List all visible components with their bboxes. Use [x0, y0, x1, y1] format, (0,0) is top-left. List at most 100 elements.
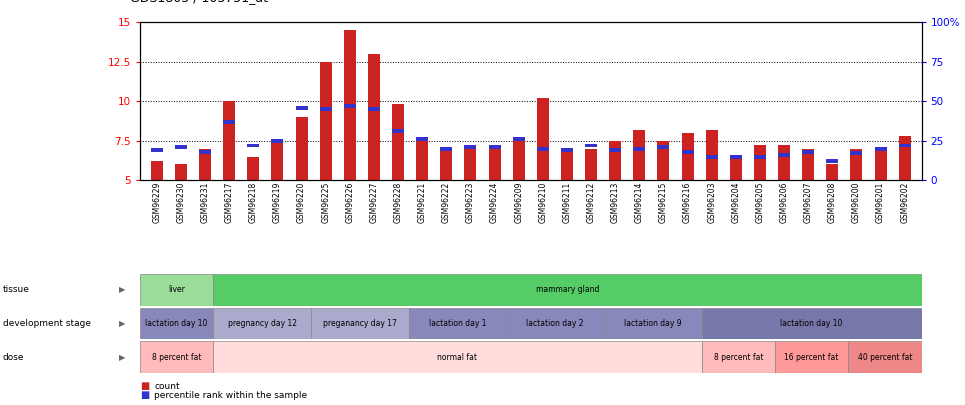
- Text: GSM96205: GSM96205: [756, 182, 764, 223]
- Bar: [368, 54, 380, 180]
- Text: percentile rank within the sample: percentile rank within the sample: [154, 391, 308, 400]
- Text: GSM96217: GSM96217: [225, 182, 234, 223]
- Bar: [537, 147, 549, 151]
- Bar: [826, 159, 839, 163]
- Text: ▶: ▶: [120, 286, 125, 294]
- Bar: [898, 136, 911, 180]
- Bar: [213, 308, 311, 339]
- Text: GSM96221: GSM96221: [418, 182, 427, 223]
- Text: GSM96211: GSM96211: [563, 182, 571, 223]
- Text: lactation day 2: lactation day 2: [527, 319, 584, 328]
- Text: GSM96220: GSM96220: [297, 182, 306, 223]
- Text: GSM96230: GSM96230: [177, 182, 185, 223]
- Text: lactation day 9: lactation day 9: [624, 319, 681, 328]
- Text: GSM96208: GSM96208: [828, 182, 837, 223]
- Bar: [247, 157, 260, 180]
- Bar: [140, 308, 213, 339]
- Bar: [609, 148, 621, 152]
- Text: 16 percent fat: 16 percent fat: [785, 353, 839, 362]
- Text: pregnancy day 12: pregnancy day 12: [228, 319, 296, 328]
- Bar: [416, 141, 428, 180]
- Text: GSM96209: GSM96209: [514, 182, 523, 223]
- Text: GSM96202: GSM96202: [900, 182, 909, 223]
- Text: GSM96212: GSM96212: [587, 182, 595, 223]
- Bar: [271, 141, 284, 180]
- Text: GSM96222: GSM96222: [442, 182, 451, 223]
- Bar: [140, 274, 213, 306]
- Text: GDS1805 / 103751_at: GDS1805 / 103751_at: [130, 0, 268, 4]
- Text: lactation day 10: lactation day 10: [146, 319, 207, 328]
- Text: GSM96200: GSM96200: [852, 182, 861, 223]
- Bar: [775, 341, 848, 373]
- Text: ■: ■: [140, 390, 150, 400]
- Bar: [512, 141, 525, 180]
- Bar: [464, 149, 477, 180]
- Bar: [464, 145, 477, 149]
- Bar: [319, 107, 332, 111]
- Text: mammary gland: mammary gland: [536, 286, 599, 294]
- Bar: [213, 341, 702, 373]
- Bar: [898, 143, 911, 147]
- Bar: [702, 308, 922, 339]
- Bar: [507, 308, 604, 339]
- Bar: [247, 143, 260, 147]
- Bar: [681, 133, 694, 180]
- Text: GSM96231: GSM96231: [201, 182, 209, 223]
- Bar: [874, 149, 887, 180]
- Bar: [140, 341, 213, 373]
- Bar: [175, 145, 187, 149]
- Text: development stage: development stage: [3, 319, 91, 328]
- Bar: [730, 155, 742, 158]
- Text: GSM96215: GSM96215: [659, 182, 668, 223]
- Text: count: count: [154, 382, 180, 391]
- Text: dose: dose: [3, 353, 24, 362]
- Bar: [561, 149, 573, 180]
- Bar: [609, 141, 621, 180]
- Text: GSM96229: GSM96229: [152, 182, 161, 223]
- Bar: [295, 106, 308, 109]
- Text: GSM96224: GSM96224: [490, 182, 499, 223]
- Text: lactation day 10: lactation day 10: [781, 319, 842, 328]
- Bar: [826, 164, 839, 180]
- Text: GSM96219: GSM96219: [273, 182, 282, 223]
- Bar: [705, 155, 718, 158]
- Text: GSM96228: GSM96228: [394, 182, 402, 223]
- Bar: [657, 141, 670, 180]
- Text: GSM96218: GSM96218: [249, 182, 258, 223]
- Bar: [802, 150, 814, 154]
- Bar: [311, 308, 408, 339]
- Bar: [151, 161, 163, 180]
- Text: GSM96223: GSM96223: [466, 182, 475, 223]
- Bar: [440, 147, 453, 151]
- Bar: [850, 151, 863, 156]
- Bar: [271, 139, 284, 143]
- Bar: [633, 130, 646, 180]
- Text: preganancy day 17: preganancy day 17: [323, 319, 397, 328]
- Bar: [848, 341, 922, 373]
- Bar: [585, 143, 597, 147]
- Bar: [392, 104, 404, 180]
- Bar: [604, 308, 702, 339]
- Bar: [874, 147, 887, 151]
- Text: normal fat: normal fat: [437, 353, 478, 362]
- Bar: [681, 150, 694, 154]
- Bar: [319, 62, 332, 180]
- Bar: [295, 117, 308, 180]
- Bar: [730, 157, 742, 180]
- Bar: [175, 164, 187, 180]
- Text: GSM96216: GSM96216: [683, 182, 692, 223]
- Bar: [705, 130, 718, 180]
- Bar: [702, 341, 775, 373]
- Text: GSM96227: GSM96227: [370, 182, 378, 223]
- Text: ■: ■: [140, 382, 150, 391]
- Bar: [778, 145, 790, 180]
- Bar: [344, 30, 356, 180]
- Text: GSM96226: GSM96226: [345, 182, 354, 223]
- Text: 40 percent fat: 40 percent fat: [858, 353, 912, 362]
- Bar: [223, 120, 235, 124]
- Bar: [850, 149, 863, 180]
- Bar: [440, 149, 453, 180]
- Text: GSM96206: GSM96206: [780, 182, 788, 223]
- Text: GSM96207: GSM96207: [804, 182, 813, 223]
- Text: tissue: tissue: [3, 286, 30, 294]
